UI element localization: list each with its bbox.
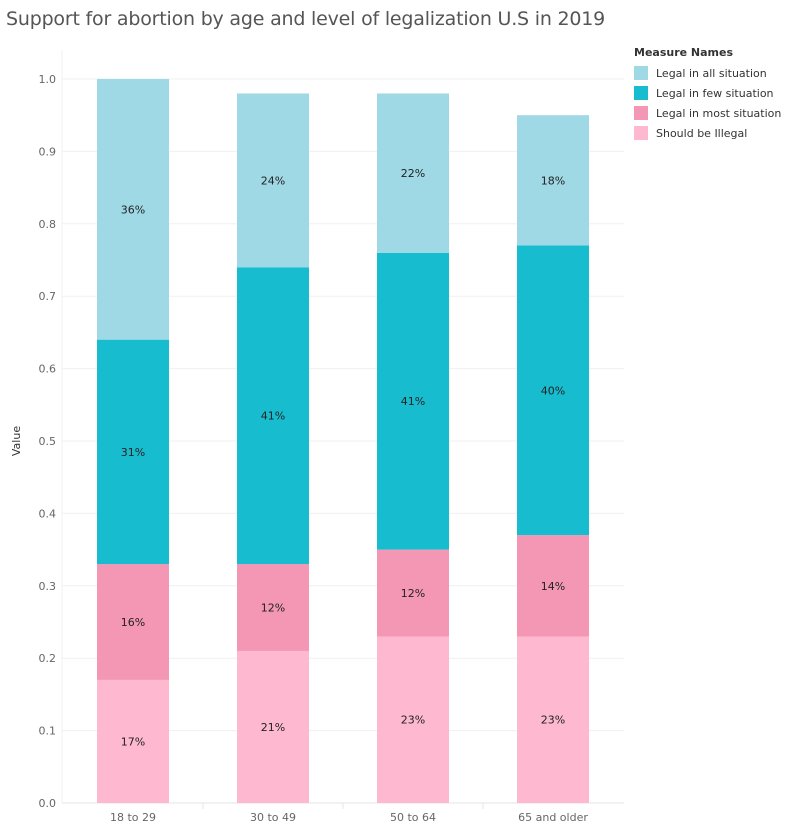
legend-item[interactable]: Should be Illegal	[634, 123, 781, 143]
legend: Measure Names Legal in all situation Lega…	[634, 46, 781, 143]
bar-segment	[377, 636, 449, 803]
data-label: 23%	[541, 714, 565, 727]
y-tick-label: 0.6	[39, 363, 57, 376]
bar-segment	[97, 339, 169, 565]
data-label: 40%	[541, 384, 565, 397]
data-label: 41%	[401, 395, 425, 408]
x-tick-label: 50 to 64	[390, 811, 436, 824]
x-tick-label: 18 to 29	[110, 811, 156, 824]
y-tick-label: 0.5	[39, 435, 57, 448]
y-tick-label: 0.2	[39, 652, 57, 665]
bar-segment	[97, 79, 169, 340]
x-tick-label: 65 and older	[518, 811, 588, 824]
bar-segment	[517, 636, 589, 803]
legend-label: Legal in few situation	[656, 86, 774, 100]
data-label: 12%	[261, 602, 285, 615]
legend-label: Legal in all situation	[656, 66, 767, 80]
y-tick-label: 0.9	[39, 145, 57, 158]
bar-segment	[97, 679, 169, 803]
bar-segment	[237, 267, 309, 565]
data-label: 23%	[401, 714, 425, 727]
data-label: 14%	[541, 580, 565, 593]
y-tick-label: 0.0	[39, 797, 57, 810]
bar-segment	[237, 650, 309, 803]
bar-segment	[377, 93, 449, 253]
chart-title: Support for abortion by age and level of…	[6, 8, 606, 30]
legend-swatch	[634, 126, 648, 140]
data-label: 41%	[261, 410, 285, 423]
bar-segment	[377, 549, 449, 637]
bar-segment	[237, 93, 309, 268]
y-tick-label: 0.7	[39, 290, 57, 303]
bar-segment	[517, 115, 589, 246]
legend-item[interactable]: Legal in most situation	[634, 103, 781, 123]
legend-swatch	[634, 86, 648, 100]
data-label: 18%	[541, 174, 565, 187]
bar-segment	[377, 252, 449, 550]
bar-segment	[237, 564, 309, 651]
data-label: 36%	[121, 203, 145, 216]
legend-swatch	[634, 66, 648, 80]
y-tick-label: 1.0	[39, 73, 57, 86]
data-label: 17%	[121, 735, 145, 748]
y-tick-label: 0.3	[39, 580, 57, 593]
y-axis-title: Value	[10, 426, 23, 456]
y-tick-label: 0.4	[39, 507, 57, 520]
bar-segment	[517, 245, 589, 536]
legend-item[interactable]: Legal in few situation	[634, 83, 781, 103]
data-label: 12%	[401, 587, 425, 600]
data-label: 24%	[261, 174, 285, 187]
x-tick-label: 30 to 49	[250, 811, 296, 824]
data-label: 31%	[121, 446, 145, 459]
bar-segment	[97, 564, 169, 680]
y-tick-label: 0.1	[39, 725, 57, 738]
bar-segment	[517, 535, 589, 637]
data-label: 22%	[401, 167, 425, 180]
y-tick-label: 0.8	[39, 218, 57, 231]
legend-title: Measure Names	[634, 46, 734, 59]
legend-item[interactable]: Legal in all situation	[634, 63, 781, 83]
legend-label: Legal in most situation	[656, 106, 782, 120]
legend-swatch	[634, 106, 648, 120]
data-label: 21%	[261, 721, 285, 734]
data-label: 16%	[121, 616, 145, 629]
legend-label: Should be Illegal	[656, 126, 748, 140]
